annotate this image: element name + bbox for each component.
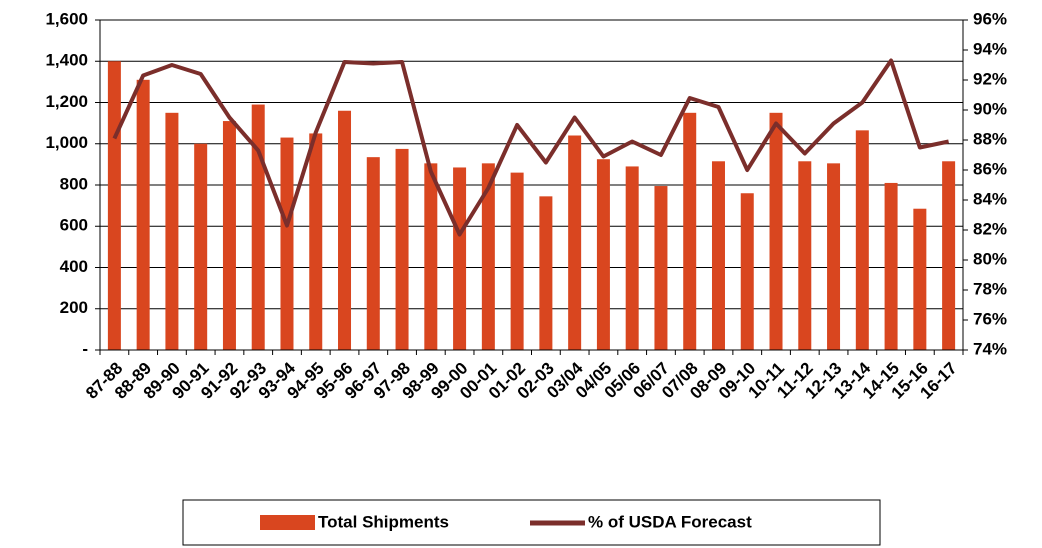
y2-tick-label: 86% xyxy=(973,159,1007,178)
bar xyxy=(165,112,179,350)
bar xyxy=(107,61,121,350)
y2-tick-label: 90% xyxy=(973,99,1007,118)
bar xyxy=(424,163,438,350)
bar xyxy=(395,148,409,350)
y2-tick-label: 94% xyxy=(973,39,1007,58)
bar xyxy=(539,196,553,350)
bar xyxy=(827,163,841,350)
y-tick-label: 400 xyxy=(60,257,88,276)
bar xyxy=(510,172,524,350)
y2-tick-label: 96% xyxy=(973,9,1007,28)
bar xyxy=(913,208,927,350)
y-tick-label: 600 xyxy=(60,216,88,235)
bar xyxy=(654,186,668,350)
bar xyxy=(625,166,639,350)
line xyxy=(112,58,950,237)
y2-tick-label: 88% xyxy=(973,129,1007,148)
y2-tick-label: 80% xyxy=(973,249,1007,268)
bar xyxy=(683,112,697,350)
y-tick-label: 1,000 xyxy=(45,133,88,152)
bar xyxy=(280,137,294,350)
bar xyxy=(596,159,610,350)
y2-tick-label: 76% xyxy=(973,309,1007,328)
y-tick-label: - xyxy=(82,339,88,358)
y2-tick-label: 84% xyxy=(973,189,1007,208)
bar xyxy=(481,163,495,350)
bar xyxy=(568,135,582,350)
y-tick-label: 1,400 xyxy=(45,51,88,70)
legend-swatch xyxy=(260,515,315,530)
bar xyxy=(855,130,869,350)
bar xyxy=(740,193,754,350)
y2-tick-label: 78% xyxy=(973,279,1007,298)
bar xyxy=(222,121,236,350)
y2-tick-label: 92% xyxy=(973,69,1007,88)
bar xyxy=(251,104,265,350)
y-tick-label: 800 xyxy=(60,174,88,193)
bar xyxy=(453,167,467,350)
bar xyxy=(136,79,150,350)
legend-label: % of USDA Forecast xyxy=(588,512,752,531)
bar xyxy=(798,161,812,350)
bar xyxy=(769,112,783,350)
bar xyxy=(942,161,956,350)
legend-label: Total Shipments xyxy=(318,512,449,531)
bar xyxy=(366,157,380,350)
bar xyxy=(194,143,208,350)
y2-tick-label: 74% xyxy=(973,339,1007,358)
y2-tick-label: 82% xyxy=(973,219,1007,238)
bar xyxy=(338,110,352,350)
bar xyxy=(309,133,323,350)
bar xyxy=(884,182,898,350)
bar xyxy=(711,161,725,350)
y-tick-label: 1,200 xyxy=(45,92,88,111)
y-tick-label: 200 xyxy=(60,298,88,317)
y-tick-label: 1,600 xyxy=(45,9,88,28)
